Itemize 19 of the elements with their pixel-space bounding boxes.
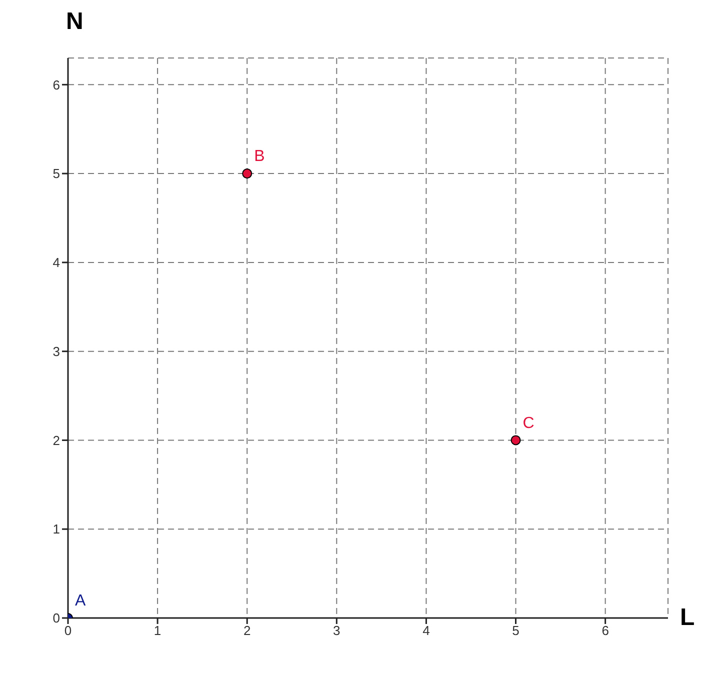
annotation: A xyxy=(75,592,86,610)
y-tick-label: 1 xyxy=(52,522,60,537)
annotation: B xyxy=(254,148,265,166)
y-tick-label: 3 xyxy=(52,344,60,359)
x-tick-label: 6 xyxy=(602,623,609,638)
y-tick-label: 2 xyxy=(52,432,60,448)
x-tick-label: 3 xyxy=(333,623,340,638)
y-tick-label: 4 xyxy=(52,255,60,270)
y-axis-title: N xyxy=(66,8,84,36)
annotation: C xyxy=(522,414,534,432)
y-tick-label: 6 xyxy=(52,77,60,92)
y-tick-label: 0 xyxy=(52,610,60,626)
x-tick-label: 5 xyxy=(512,623,520,638)
x-axis-title: L xyxy=(680,604,695,632)
x-tick-label: 1 xyxy=(154,623,162,638)
x-tick-label: 2 xyxy=(243,623,251,638)
x-tick-label: 0 xyxy=(64,623,72,638)
y-tick-label: 5 xyxy=(52,166,60,182)
x-tick-label: 4 xyxy=(422,623,430,638)
